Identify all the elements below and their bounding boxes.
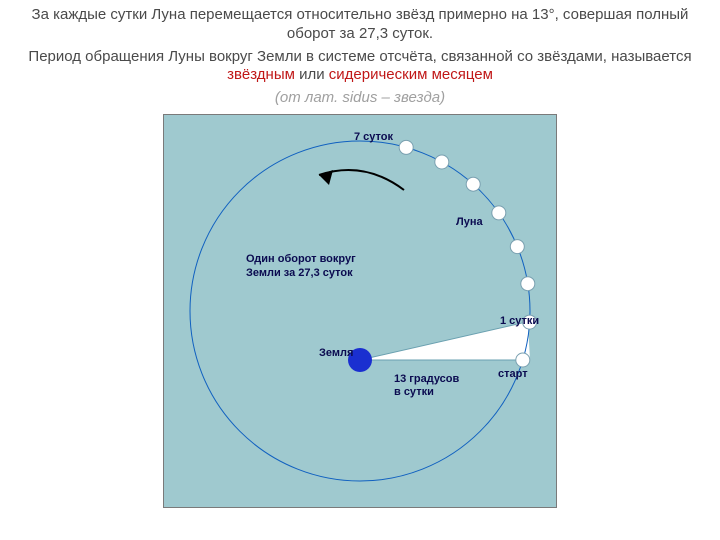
paragraph-3-etymology: (от лат. sidus – звезда) xyxy=(8,89,712,108)
moon-orbit-figure: 7 суток Луна Один оборот вокруг Земли за… xyxy=(163,114,557,508)
paragraph-1: За каждые сутки Луна перемещается относи… xyxy=(8,6,712,44)
slide: За каждые сутки Луна перемещается относи… xyxy=(0,0,720,540)
paragraph-2: Период обращения Луны вокруг Земли в сис… xyxy=(8,48,712,86)
label-rate-line1: 13 градусов xyxy=(394,373,459,386)
label-1-day: 1 сутки xyxy=(500,315,539,328)
label-rate-line2: в сутки xyxy=(394,386,434,399)
p2-red2: сидерическим месяцем xyxy=(329,66,493,83)
label-earth: Земля xyxy=(319,347,353,360)
p2-b: или xyxy=(295,66,329,83)
p2-a: Период обращения Луны вокруг Земли в сис… xyxy=(28,48,691,65)
label-start: старт xyxy=(498,368,528,381)
orbit-svg xyxy=(164,115,556,507)
label-7-days: 7 суток xyxy=(354,131,393,144)
label-orbit-line2: Земли за 27,3 суток xyxy=(246,267,353,280)
label-orbit-line1: Один оборот вокруг xyxy=(246,253,356,266)
p2-red1: звёздным xyxy=(227,66,295,83)
label-moon: Луна xyxy=(456,216,483,229)
